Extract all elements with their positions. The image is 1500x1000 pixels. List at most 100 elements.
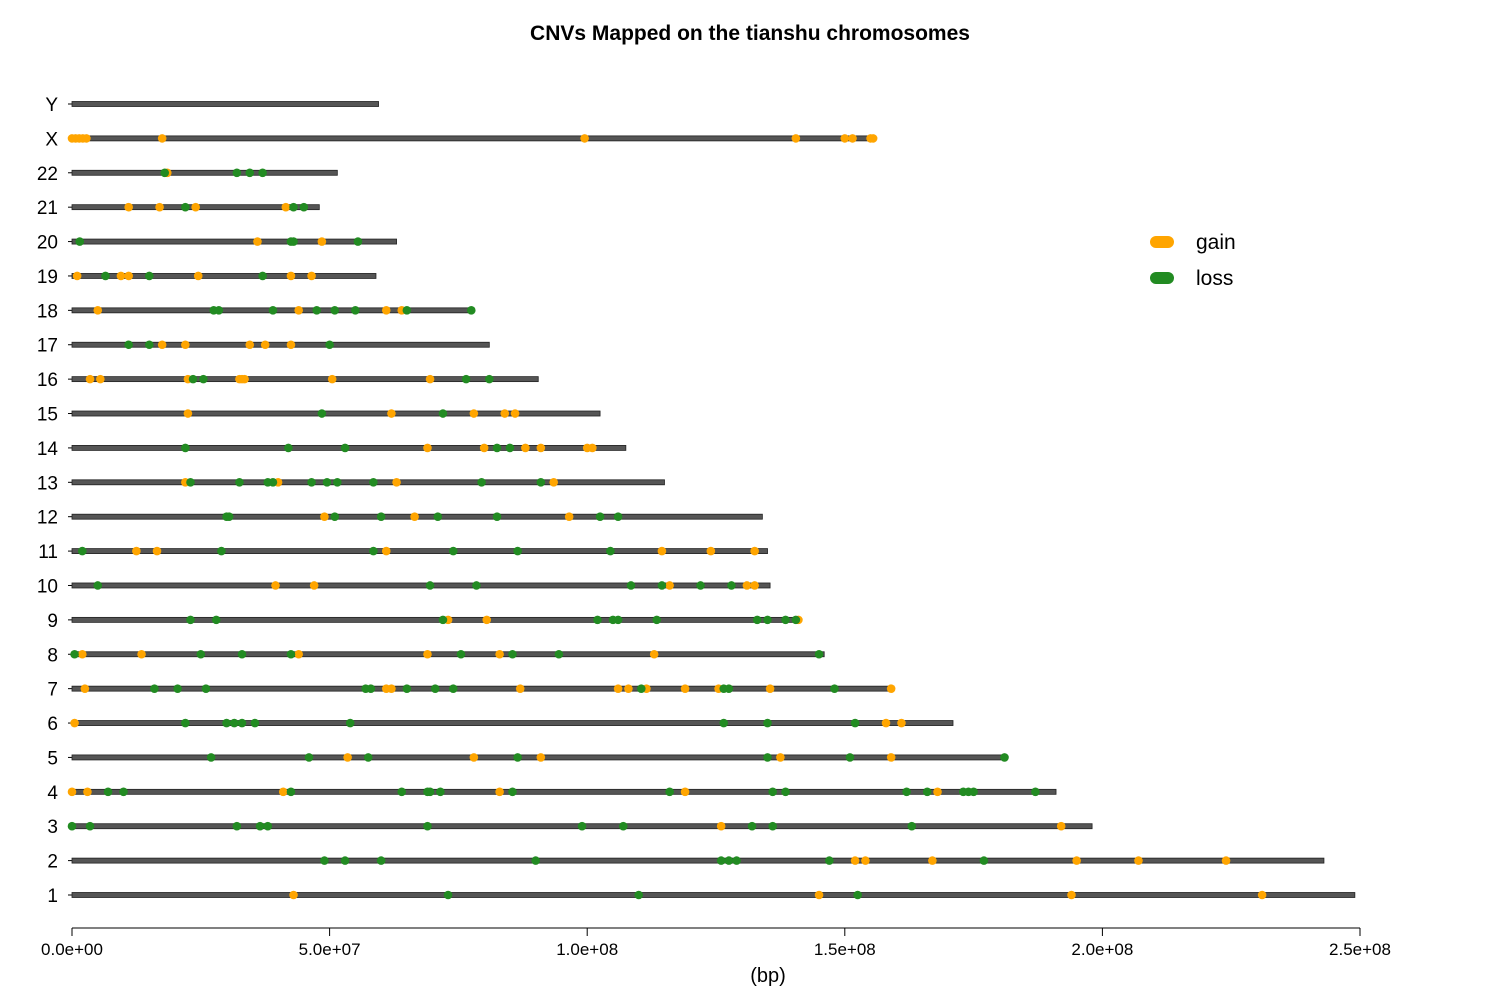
chromosome-3: 3 xyxy=(47,817,1093,838)
loss-point xyxy=(286,787,296,797)
gain-point xyxy=(479,443,489,453)
loss-point xyxy=(448,546,458,556)
loss-point xyxy=(436,787,445,797)
loss-point xyxy=(850,718,860,728)
gain-point xyxy=(742,581,752,590)
loss-point xyxy=(438,615,448,625)
loss-point xyxy=(719,718,729,728)
gain-point xyxy=(776,753,785,762)
y-tick-label: 19 xyxy=(37,267,58,288)
gain-point xyxy=(286,340,296,350)
chromosome-2: 2 xyxy=(47,852,1325,873)
y-tick-label: 4 xyxy=(47,783,58,804)
loss-point xyxy=(979,856,989,865)
chromosome-15: 15 xyxy=(37,405,601,426)
loss-point xyxy=(466,306,476,315)
y-tick-label: 3 xyxy=(47,817,58,838)
gain-point xyxy=(271,581,280,590)
loss-point xyxy=(369,478,378,487)
gain-point xyxy=(881,718,891,728)
y-tick-label: 10 xyxy=(37,576,58,597)
loss-point xyxy=(402,684,412,693)
gain-point xyxy=(588,443,597,453)
gain-point xyxy=(183,409,193,418)
chromosome-y: Y xyxy=(45,95,379,116)
gain-point xyxy=(387,684,396,693)
y-tick-label: 15 xyxy=(37,405,58,426)
loss-point xyxy=(304,753,314,762)
loss-point xyxy=(606,546,615,556)
legend: gain loss xyxy=(1150,231,1236,290)
loss-point xyxy=(289,237,298,246)
loss-point xyxy=(101,271,110,281)
loss-point xyxy=(830,684,839,693)
loss-point xyxy=(206,753,216,762)
gain-point xyxy=(1257,890,1267,900)
loss-point xyxy=(124,340,133,350)
loss-point xyxy=(232,821,242,831)
loss-point xyxy=(595,512,605,521)
loss-point xyxy=(78,546,87,556)
gain-point xyxy=(80,684,90,693)
y-tick-label: 1 xyxy=(47,886,58,907)
gain-point xyxy=(469,409,479,418)
chromosome-4: 4 xyxy=(47,783,1057,804)
y-tick-label: 7 xyxy=(47,680,58,701)
chromosome-13: 13 xyxy=(37,473,665,494)
gain-point xyxy=(191,202,200,212)
gain-point xyxy=(423,649,432,659)
loss-point xyxy=(229,718,239,728)
loss-point xyxy=(781,615,790,625)
gain-point xyxy=(157,134,167,143)
gain-point xyxy=(750,581,759,590)
gain-point xyxy=(70,718,79,728)
loss-point xyxy=(289,202,298,212)
loss-point xyxy=(366,684,376,693)
loss-point xyxy=(477,478,486,487)
loss-point xyxy=(232,168,242,178)
chromosome-17: 17 xyxy=(37,336,490,357)
loss-point xyxy=(433,512,443,521)
loss-point xyxy=(237,649,247,659)
loss-point xyxy=(258,168,267,178)
gain-point xyxy=(157,340,167,350)
loss-point xyxy=(85,821,95,831)
loss-point xyxy=(626,581,636,590)
gain-point xyxy=(294,306,303,315)
gain-point xyxy=(327,374,337,384)
chromosome-bar xyxy=(71,238,397,245)
loss-point xyxy=(286,649,296,659)
loss-point xyxy=(93,581,103,590)
loss-point xyxy=(263,821,273,831)
gain-point xyxy=(137,649,146,659)
chromosome-14: 14 xyxy=(37,439,627,460)
y-tick-label: X xyxy=(45,129,58,150)
loss-point xyxy=(317,409,327,418)
loss-point xyxy=(536,478,546,487)
loss-point xyxy=(144,340,154,350)
loss-point xyxy=(70,649,79,659)
gain-point xyxy=(381,546,391,556)
loss-point xyxy=(505,443,515,453)
gain-point xyxy=(580,134,589,143)
x-tick-label: 2.5e+08 xyxy=(1329,940,1391,959)
chromosome-bar xyxy=(71,857,1325,864)
y-tick-label: 18 xyxy=(37,301,58,322)
loss-point xyxy=(508,787,517,797)
y-tick-label: 11 xyxy=(38,542,58,563)
y-tick-label: 14 xyxy=(37,439,59,460)
y-tick-label: 6 xyxy=(47,714,58,735)
loss-point xyxy=(425,581,435,590)
loss-point xyxy=(845,753,855,762)
loss-point xyxy=(716,856,726,865)
gain-point xyxy=(536,443,546,453)
loss-point xyxy=(636,684,646,693)
legend-label: loss xyxy=(1196,267,1233,290)
loss-point xyxy=(727,581,736,590)
gain-point xyxy=(1067,890,1076,900)
loss-point xyxy=(902,787,911,797)
chromosome-22: 22 xyxy=(37,164,338,185)
y-tick-label: 2 xyxy=(47,852,58,873)
x-tick-label: 2.0e+08 xyxy=(1071,940,1133,959)
loss-point xyxy=(618,821,628,831)
